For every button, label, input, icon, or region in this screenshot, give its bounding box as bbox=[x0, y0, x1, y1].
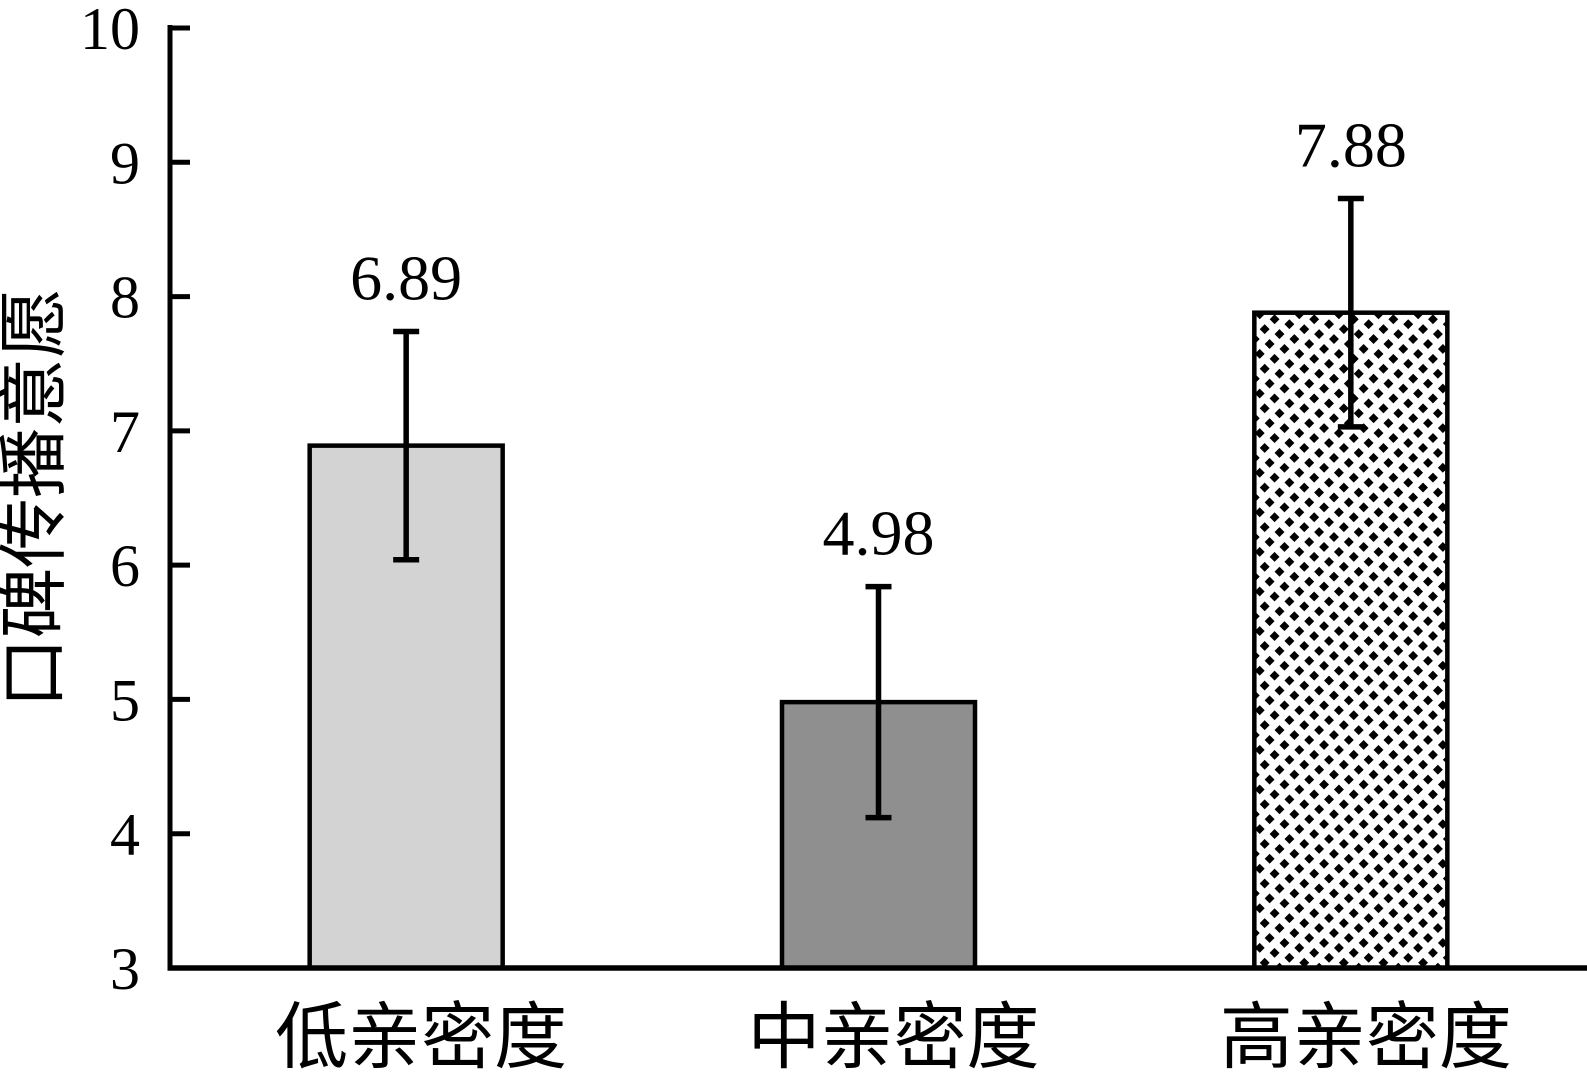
y-tick-label: 4 bbox=[110, 802, 140, 868]
category-label-1: 中亲密度 bbox=[748, 997, 1040, 1072]
y-tick-label: 5 bbox=[110, 667, 140, 733]
y-tick-label: 8 bbox=[110, 265, 140, 331]
category-label-2: 高亲密度 bbox=[1220, 997, 1512, 1072]
y-tick-label: 7 bbox=[110, 399, 140, 465]
y-tick-label: 3 bbox=[110, 936, 140, 1002]
category-label-0: 低亲密度 bbox=[275, 997, 567, 1072]
y-tick-label: 9 bbox=[110, 130, 140, 196]
value-label-1: 4.98 bbox=[823, 498, 935, 569]
y-tick-label: 10 bbox=[80, 0, 140, 62]
y-axis-title: 口碑传播意愿 bbox=[0, 288, 74, 708]
value-label-0: 6.89 bbox=[350, 242, 462, 313]
plot-area: 3 4 5 6 7 8 9 10 6.89 低亲密度 4.98 中亲密度 7.88 高亲密度 bbox=[80, 0, 1587, 1072]
y-tick-label: 6 bbox=[110, 533, 140, 599]
value-label-2: 7.88 bbox=[1295, 110, 1407, 181]
